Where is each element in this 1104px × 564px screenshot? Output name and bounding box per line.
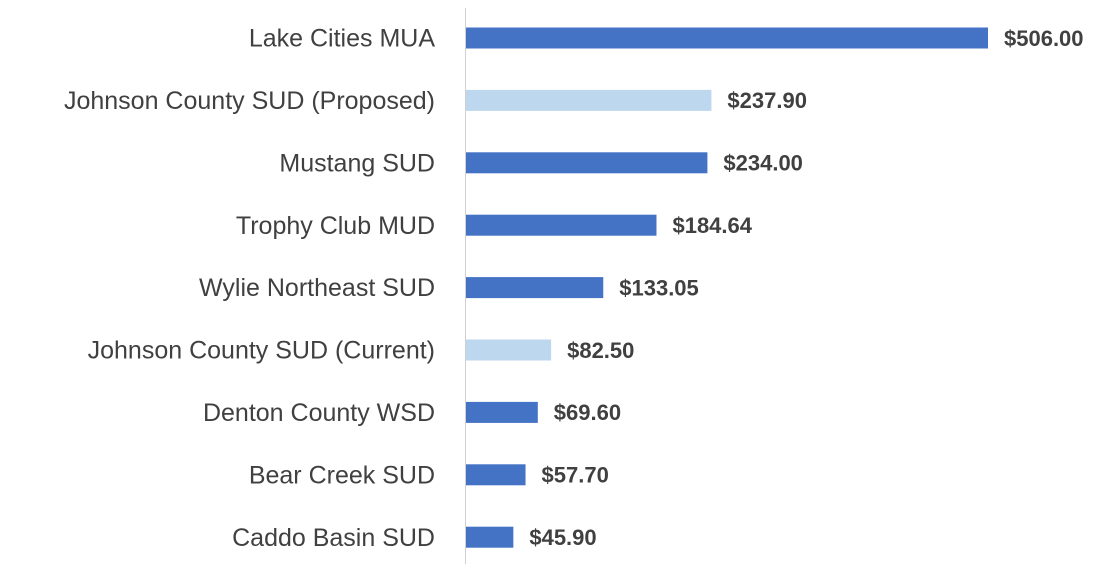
- category-label: Johnson County SUD (Proposed): [64, 87, 435, 115]
- category-label: Johnson County SUD (Current): [88, 337, 435, 365]
- category-label: Denton County WSD: [203, 399, 435, 427]
- bar: [466, 27, 988, 49]
- category-label: Bear Creek SUD: [249, 461, 435, 489]
- category-label: Trophy Club MUD: [236, 212, 435, 240]
- data-label: $57.70: [542, 463, 609, 488]
- data-label: $506.00: [1004, 26, 1084, 51]
- data-label: $237.90: [727, 88, 807, 113]
- data-label: $133.05: [619, 275, 699, 300]
- bar: [466, 526, 514, 548]
- data-label: $82.50: [567, 338, 634, 363]
- category-label: Caddo Basin SUD: [232, 524, 435, 552]
- category-label: Wylie Northeast SUD: [199, 274, 435, 302]
- category-label: Mustang SUD: [279, 149, 435, 177]
- category-label: Lake Cities MUA: [249, 25, 435, 53]
- bar: [466, 214, 657, 236]
- bar: [466, 89, 712, 111]
- bar: [466, 464, 526, 486]
- data-label: $69.60: [554, 400, 621, 425]
- bar: [466, 401, 538, 423]
- data-label: $45.90: [529, 525, 596, 550]
- data-label: $234.00: [723, 151, 803, 176]
- bar: [466, 277, 604, 299]
- data-label: $184.64: [672, 213, 752, 238]
- bar: [466, 152, 708, 174]
- bar: [466, 339, 552, 361]
